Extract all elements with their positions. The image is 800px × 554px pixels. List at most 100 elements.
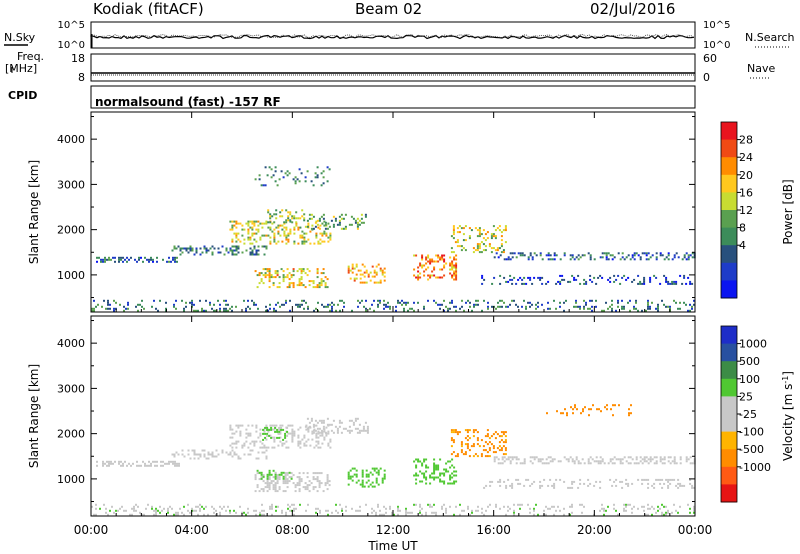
power-cell — [175, 307, 177, 310]
power-cell — [285, 226, 288, 229]
velocity-cell — [611, 484, 614, 487]
power-cell — [141, 305, 143, 308]
velocity-cell — [529, 460, 532, 463]
velocity-cell — [643, 456, 646, 459]
power-cell — [377, 281, 380, 284]
velocity-cell — [249, 434, 252, 437]
power-cell — [148, 258, 150, 261]
power-cell — [251, 253, 254, 256]
velocity-cell — [501, 462, 504, 465]
power-cell — [273, 234, 276, 237]
power-colorbar-swatch — [721, 174, 737, 193]
power-colorbar-label: 28 — [739, 134, 753, 147]
velocity-cell — [421, 462, 424, 465]
velocity-cell — [96, 460, 98, 463]
power-cell — [128, 258, 130, 261]
power-cell — [617, 299, 619, 302]
velocity-cell — [102, 460, 104, 463]
velocity-colorbar-label: -1000 — [739, 461, 771, 474]
velocity-cell — [677, 486, 680, 489]
power-cell — [539, 278, 542, 281]
power-cell — [269, 213, 272, 216]
power-cell — [497, 301, 499, 304]
power-cell — [271, 215, 274, 218]
power-cell — [557, 280, 560, 283]
power-cell — [579, 307, 581, 310]
power-cell — [209, 247, 212, 250]
velocity-cell — [179, 507, 181, 510]
velocity-cell — [639, 460, 642, 463]
velocity-cell — [663, 513, 665, 516]
velocity-cell — [472, 455, 475, 458]
power-cell — [677, 307, 679, 310]
power-cell — [108, 258, 110, 261]
power-cell — [122, 256, 124, 259]
velocity-cell — [191, 449, 194, 452]
power-cell — [517, 278, 520, 281]
power-cell — [591, 309, 593, 312]
power-cell — [443, 264, 446, 267]
velocity-cell — [468, 437, 471, 440]
velocity-cell — [217, 453, 220, 456]
velocity-cell — [383, 473, 386, 476]
power-cell — [276, 274, 279, 277]
velocity-cell — [109, 509, 111, 512]
power-cell — [191, 299, 193, 302]
power-cell — [669, 307, 671, 310]
power-cell — [425, 258, 428, 261]
velocity-cell — [120, 464, 122, 467]
velocity-cell — [314, 429, 317, 432]
power-cell — [641, 282, 644, 285]
velocity-cell — [263, 513, 265, 516]
power-cell — [537, 301, 539, 304]
velocity-cell — [499, 462, 502, 465]
velocity-cell — [588, 408, 590, 411]
velocity-cell — [259, 446, 262, 449]
power-cell — [453, 272, 456, 275]
velocity-cell — [486, 451, 489, 454]
power-cell — [237, 247, 240, 250]
velocity-cell — [126, 464, 128, 467]
power-cell — [478, 227, 481, 230]
power-cell — [611, 258, 614, 261]
velocity-cell — [607, 505, 609, 508]
velocity-cell — [466, 429, 469, 432]
power-cell — [269, 242, 272, 245]
power-cell — [671, 282, 674, 285]
power-cell — [187, 251, 190, 254]
power-cell — [118, 260, 120, 263]
power-cell — [168, 260, 170, 263]
power-cell — [583, 254, 586, 257]
velocity-cell — [315, 434, 318, 437]
velocity-cell — [262, 475, 265, 478]
velocity-cell — [555, 509, 557, 512]
power-cell — [509, 252, 512, 255]
velocity-cell — [641, 505, 643, 508]
velocity-cell — [133, 505, 135, 508]
power-cell — [205, 309, 207, 312]
velocity-cell — [464, 451, 467, 454]
velocity-cell — [307, 426, 310, 429]
velocity-cell — [366, 427, 369, 430]
velocity-cell — [205, 505, 207, 508]
velocity-cell — [225, 509, 227, 512]
velocity-cell — [245, 432, 248, 435]
power-cell — [483, 299, 485, 302]
velocity-cell — [259, 440, 262, 443]
velocity-cell — [326, 476, 329, 479]
velocity-cell — [91, 505, 93, 508]
velocity-cell — [605, 509, 607, 512]
velocity-cell — [535, 456, 538, 459]
power-cell — [264, 276, 267, 279]
power-cell — [423, 305, 425, 308]
velocity-cell — [587, 478, 590, 481]
power-cell — [298, 268, 301, 271]
power-cell — [313, 242, 316, 245]
power-cell — [339, 299, 341, 302]
velocity-cell — [259, 434, 262, 437]
velocity-colorbar-swatch — [721, 326, 737, 345]
velocity-cell — [203, 513, 205, 516]
power-cell — [247, 222, 250, 225]
power-cell — [287, 238, 290, 241]
velocity-cell — [460, 441, 463, 444]
